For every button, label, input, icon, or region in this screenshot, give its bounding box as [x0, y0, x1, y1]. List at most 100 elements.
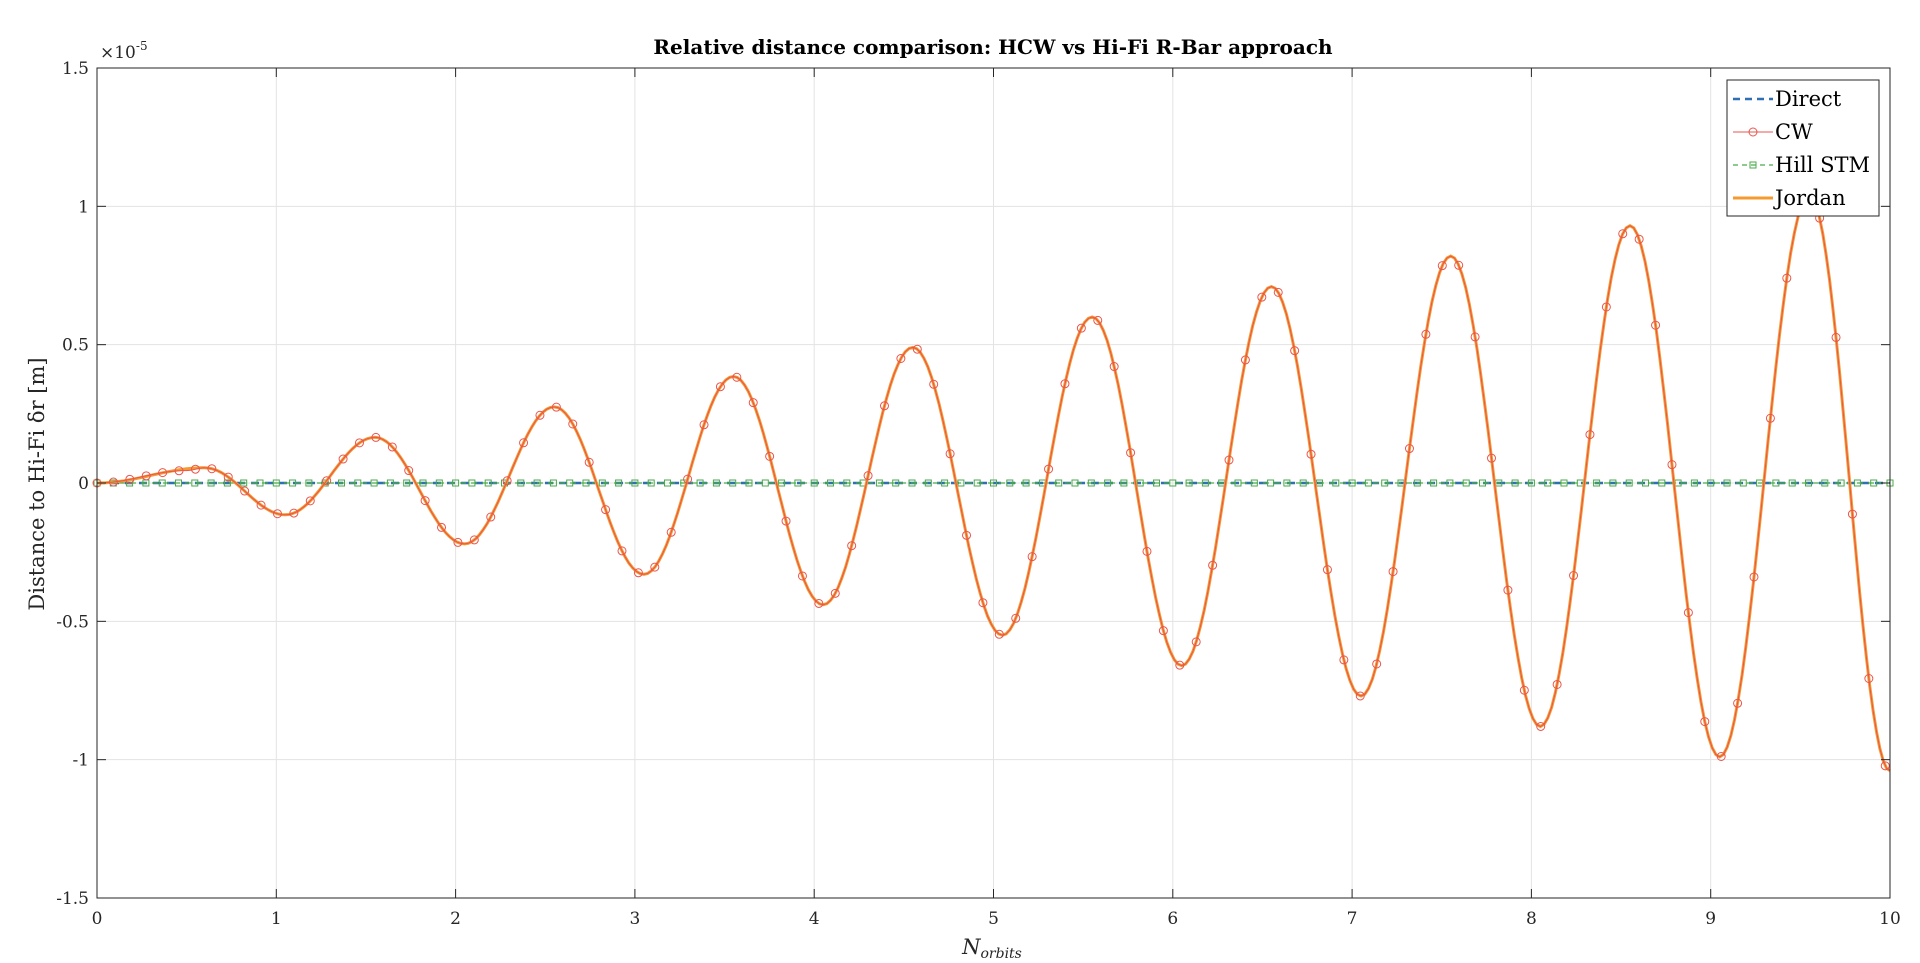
y-tick-label: 0.5 [62, 336, 89, 356]
series-hill-stm-marker [289, 479, 297, 487]
series-cw-marker [1093, 315, 1103, 325]
series-hill-stm-marker [272, 479, 280, 487]
series-cw-marker [1683, 608, 1693, 618]
series-hill-stm-marker [435, 479, 443, 487]
series-cw-marker [1601, 302, 1611, 312]
series-cw-marker [519, 438, 529, 448]
series-hill-stm-marker [175, 479, 182, 487]
series-cw-marker [1273, 287, 1283, 297]
series-cw-marker [650, 562, 660, 572]
exponent-power: -5 [136, 39, 148, 53]
legend-label-cw: CW [1775, 120, 1813, 144]
series-hill-stm-marker [1560, 479, 1568, 487]
series-hill-stm-marker [1593, 479, 1601, 487]
series-cw-marker [814, 598, 824, 608]
series-group [92, 193, 1894, 772]
y-tick-label: 0 [78, 474, 89, 494]
series-cw-marker [765, 451, 775, 461]
series-hill-stm-marker [843, 479, 851, 487]
series-hill-stm-marker [321, 479, 329, 487]
series-hill-stm-marker [712, 479, 720, 487]
series-hill-stm-marker [631, 479, 639, 487]
series-cw-marker [108, 477, 118, 487]
series-cw-marker [912, 344, 922, 354]
series-cw-marker [1355, 691, 1365, 701]
series-hill-stm-marker [1805, 479, 1812, 487]
series-cw-marker [322, 476, 332, 486]
series-hill-stm-marker [941, 479, 949, 487]
series-cw-marker [1864, 673, 1874, 683]
series-cw-marker [601, 505, 611, 515]
series-cw-marker [1519, 685, 1529, 695]
series-cw-marker [1487, 453, 1497, 463]
series-cw-marker [1027, 552, 1037, 562]
series-hill-stm-marker [1821, 479, 1829, 487]
series-hill-stm-marker [256, 479, 264, 487]
series-hill-stm-marker [1087, 479, 1095, 487]
series-hill-stm-marker [1446, 479, 1454, 487]
series-cw-marker [1339, 655, 1349, 665]
series-cw-marker [1257, 292, 1267, 302]
series-cw-marker [420, 496, 430, 506]
series-hill-stm-marker [827, 479, 834, 487]
series-cw-marker [1634, 234, 1644, 244]
series-cw-marker [1667, 460, 1677, 470]
legend: Direct CW Hill STM Jordan [1726, 79, 1880, 217]
x-tick-label: 3 [629, 909, 640, 929]
x-tick-label: 4 [809, 909, 820, 929]
series-cw-marker [453, 537, 463, 547]
series-hill-stm-marker [1022, 479, 1030, 487]
series-cw-marker [1322, 565, 1332, 575]
series-cw-marker [1076, 323, 1086, 333]
legend-box [1726, 79, 1880, 217]
series-cw-marker [272, 509, 282, 519]
legend-marker-cw [1748, 127, 1758, 137]
series-hill-stm-marker [1332, 479, 1340, 487]
series-hill-stm-marker [1267, 479, 1275, 487]
series-cw-marker [1404, 444, 1414, 454]
axes [96, 67, 1891, 899]
series-cw-marker [338, 454, 348, 464]
x-axis-label-sub: orbits [981, 946, 1022, 962]
series-hill-stm-marker [664, 479, 671, 487]
series-cw-marker [962, 530, 972, 540]
series-cw-marker [1847, 509, 1857, 519]
series-hill-stm-marker [1185, 479, 1193, 487]
series-hill-stm-marker [973, 479, 981, 487]
series-cw-marker [1880, 761, 1890, 771]
series-cw-marker [1569, 571, 1579, 581]
series-hill-stm-marker [1788, 479, 1796, 487]
series-cw-marker [1290, 346, 1300, 356]
series-cw-marker [1109, 362, 1119, 372]
y-axis-label: Distance to Hi-Fi δr [m] [25, 357, 49, 610]
series-cw-marker [1749, 572, 1759, 582]
series-hill-stm-marker [517, 479, 525, 487]
series-cw-marker [945, 449, 955, 459]
x-axis-label-main: N [961, 935, 981, 959]
series-hill-stm-marker [207, 479, 215, 487]
series-cw-marker [1372, 659, 1382, 669]
series-cw-marker [1552, 679, 1562, 689]
series-hill-stm-marker [403, 479, 411, 487]
series-hill-stm-marker [875, 479, 883, 487]
series-cw-marker [1503, 585, 1513, 595]
series-cw-marker [1158, 626, 1168, 636]
series-cw-marker [666, 527, 676, 537]
series-hill-stm-marker [1234, 479, 1242, 487]
series-cw-marker [404, 466, 414, 476]
series-cw-marker [1306, 449, 1316, 459]
series-cw-marker [797, 571, 807, 581]
series-hill-stm-marker [1153, 479, 1160, 487]
series-hill-stm-marker [1723, 479, 1731, 487]
series-hill-stm-marker [1707, 479, 1715, 487]
series-cw-marker [1437, 261, 1447, 271]
series-cw-marker [256, 500, 266, 510]
series-hill-stm-marker [1658, 479, 1666, 487]
series-cw-marker [994, 629, 1004, 639]
x-tick-label: 8 [1526, 909, 1537, 929]
series-cw-marker [715, 382, 725, 392]
series-hill-stm-marker [1381, 479, 1389, 487]
series-cw-marker [1060, 379, 1070, 389]
series-cw-marker [1733, 698, 1743, 708]
